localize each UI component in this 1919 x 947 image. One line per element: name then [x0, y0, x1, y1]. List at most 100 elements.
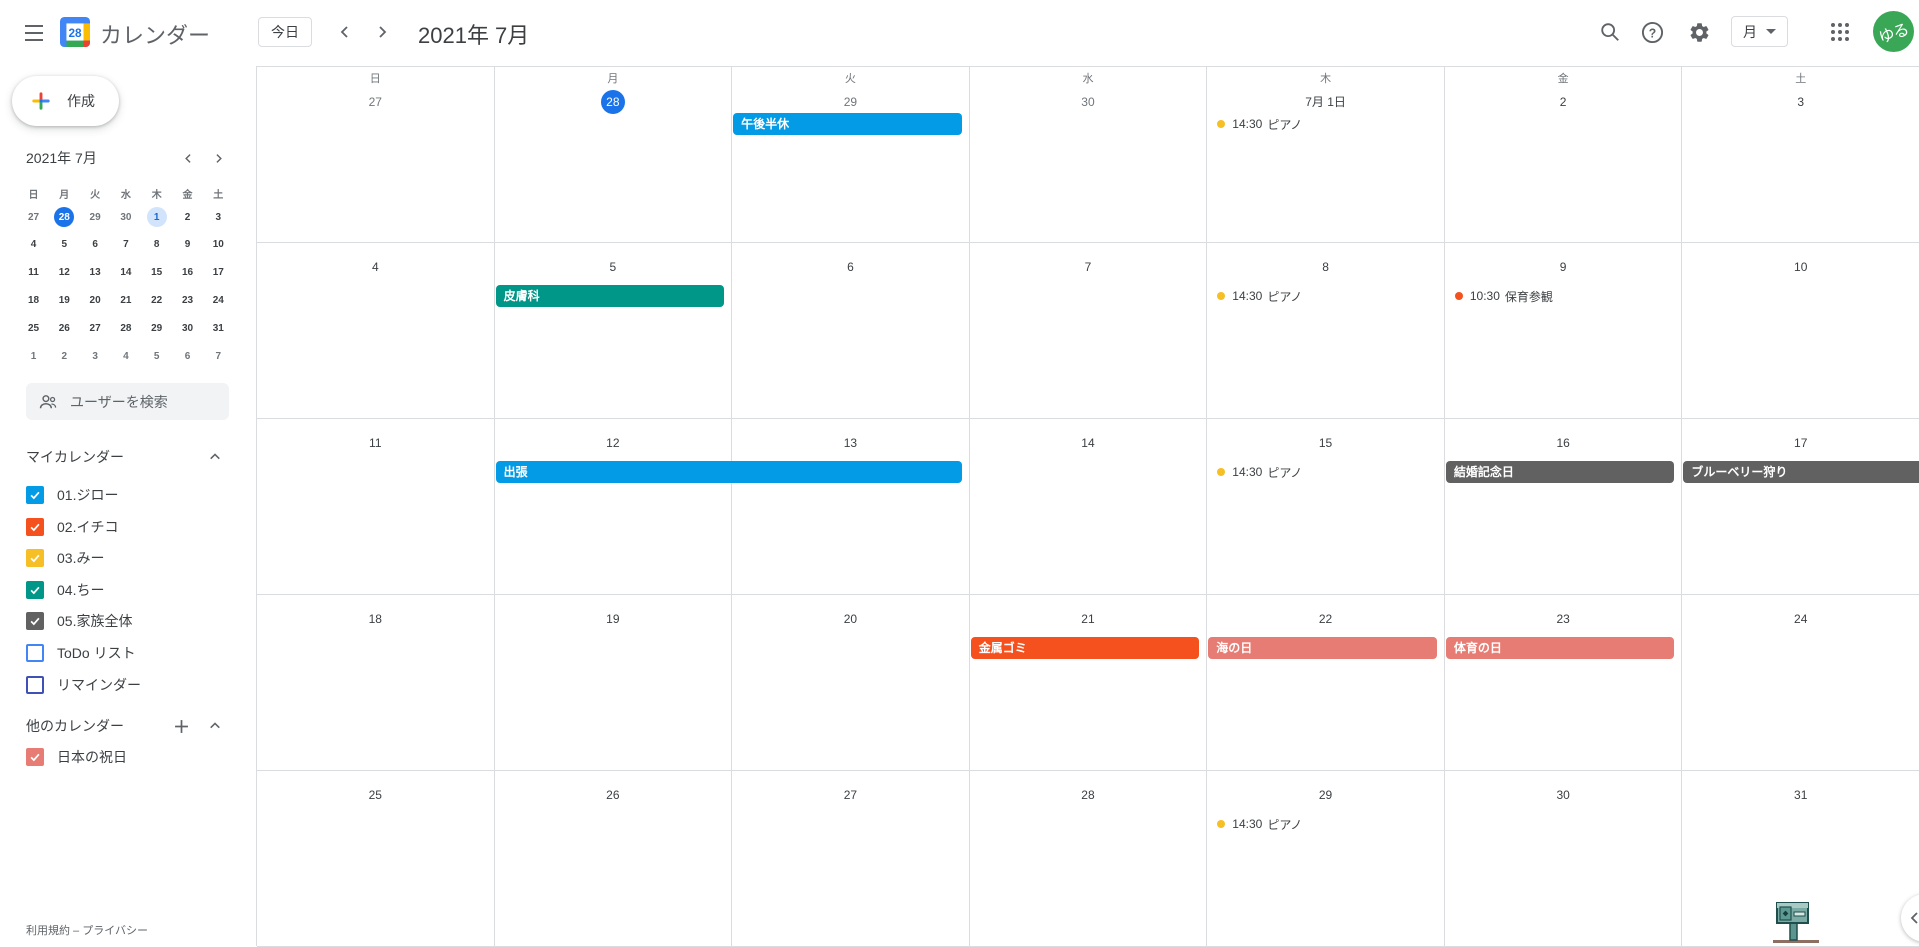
day-number[interactable]: 6 [847, 260, 854, 274]
mini-cal-day[interactable]: 12 [58, 267, 70, 279]
mini-cal-day[interactable]: 8 [153, 239, 160, 251]
mini-cal-day[interactable]: 27 [27, 211, 40, 223]
day-number[interactable]: 10 [1794, 260, 1808, 274]
next-month-icon[interactable] [370, 20, 394, 44]
day-cell[interactable]: 木 7月 1日 [1207, 67, 1445, 243]
checkbox-checked[interactable] [26, 580, 44, 599]
calendar-list-item[interactable]: 01.ジロー [14, 481, 244, 509]
mini-cal-day[interactable]: 30 [120, 211, 132, 223]
terms-privacy-links[interactable]: 利用規約 – プライバシー [26, 925, 149, 937]
search-users-input[interactable]: ユーザーを検索 [26, 383, 229, 420]
timed-event[interactable]: 14:30 ピアノ [1208, 285, 1437, 307]
mini-cal-day[interactable]: 19 [58, 294, 70, 306]
mini-cal-day[interactable]: 7 [215, 350, 222, 362]
my-calendars-collapse-icon[interactable] [204, 446, 226, 468]
calendar-list-item[interactable]: ToDo リスト [14, 639, 244, 667]
mini-cal-day[interactable]: 15 [151, 267, 163, 279]
day-number[interactable]: 12 [606, 436, 620, 450]
day-cell[interactable]: 4 [257, 243, 495, 419]
day-cell[interactable]: 19 [494, 595, 733, 771]
view-selector[interactable]: 月 [1731, 16, 1788, 47]
day-cell[interactable]: 10 [1682, 243, 1919, 419]
day-cell[interactable]: 22 [1207, 595, 1445, 771]
day-number[interactable]: 26 [606, 788, 620, 802]
day-number[interactable]: 20 [843, 612, 858, 626]
mini-cal-day[interactable]: 5 [153, 350, 160, 362]
event-bar[interactable]: ブルーベリー狩り [1683, 461, 1919, 483]
checkbox-checked[interactable] [26, 612, 44, 631]
event-bar[interactable]: 午後半休 [733, 113, 962, 135]
mini-cal-day[interactable]: 26 [58, 322, 70, 334]
mini-cal-day[interactable]: 24 [212, 294, 224, 306]
mini-cal-day[interactable]: 3 [215, 211, 222, 223]
day-cell[interactable]: 25 [257, 771, 495, 947]
day-cell[interactable]: 17 [1682, 419, 1919, 595]
day-cell[interactable]: 日 27 [257, 67, 495, 243]
mini-cal-day[interactable]: 29 [151, 322, 163, 334]
checkbox-checked[interactable] [26, 748, 44, 766]
day-cell[interactable]: 18 [257, 595, 495, 771]
today-badge[interactable]: 28 [600, 90, 625, 114]
mini-cal-day[interactable]: 2 [184, 211, 191, 223]
day-cell[interactable]: 8 [1207, 243, 1445, 419]
day-cell[interactable]: 7 [969, 243, 1208, 419]
event-bar[interactable]: 出張 [495, 461, 962, 483]
day-number[interactable]: 13 [843, 436, 858, 450]
mini-cal-day[interactable]: 6 [92, 239, 98, 251]
mini-cal-day[interactable]: 9 [184, 239, 191, 251]
calendar-list-item[interactable]: 日本の祝日 [14, 743, 244, 771]
day-number[interactable]: 31 [1794, 788, 1808, 802]
collapse-panel-button[interactable] [1901, 894, 1919, 942]
day-number[interactable]: 14 [1081, 436, 1095, 450]
day-cell[interactable]: 21 [969, 595, 1208, 771]
day-cell[interactable]: 24 [1682, 595, 1919, 771]
day-number[interactable]: 4 [371, 260, 379, 274]
settings-gear-icon[interactable] [1686, 19, 1712, 45]
day-number[interactable]: 27 [368, 95, 382, 109]
day-cell[interactable]: 27 [732, 771, 970, 947]
day-number[interactable]: 29 [1318, 788, 1333, 802]
day-number[interactable]: 30 [1556, 788, 1570, 802]
event-bar[interactable]: 金属ゴミ [970, 637, 1200, 659]
mini-cal-day[interactable]: 22 [151, 294, 163, 306]
event-bar[interactable]: 体育の日 [1445, 637, 1675, 659]
day-number[interactable]: 7 [1084, 260, 1092, 274]
event-bar[interactable]: 皮膚科 [495, 285, 725, 307]
mini-cal-day[interactable]: 4 [123, 350, 129, 362]
day-number[interactable]: 22 [1318, 612, 1333, 626]
calendar-list-item[interactable]: 03.みー [14, 544, 244, 572]
calendar-list-item[interactable]: リマインダー [14, 671, 244, 699]
checkbox-unchecked[interactable] [26, 675, 44, 694]
day-cell[interactable]: 26 [494, 771, 733, 947]
day-number[interactable]: 24 [1794, 612, 1808, 626]
mini-cal-day[interactable]: 2 [61, 350, 68, 362]
mini-cal-day[interactable]: 4 [30, 239, 37, 251]
day-cell[interactable]: 14 [969, 419, 1208, 595]
mini-cal-day[interactable]: 7 [123, 239, 129, 251]
day-cell[interactable]: 13 [732, 419, 970, 595]
day-number[interactable]: 28 [495, 90, 732, 114]
day-number[interactable]: 3 [1797, 95, 1805, 109]
mini-cal-day[interactable]: 16 [181, 267, 194, 279]
day-number[interactable]: 17 [1794, 436, 1808, 450]
day-cell[interactable]: 水 30 [969, 67, 1208, 243]
mini-cal-day[interactable]: 30 [181, 322, 194, 334]
checkbox-unchecked[interactable] [26, 644, 44, 662]
mini-cal-day[interactable]: 27 [89, 322, 101, 334]
event-bar[interactable]: 海の日 [1208, 637, 1437, 659]
day-number[interactable]: 25 [368, 788, 382, 802]
mini-cal-day[interactable]: 23 [181, 294, 194, 306]
day-cell[interactable]: 30 [1444, 771, 1683, 947]
day-number[interactable]: 5 [609, 260, 617, 274]
mini-cal-day[interactable]: 28 [49, 207, 80, 227]
help-icon[interactable]: ? [1639, 19, 1665, 45]
timed-event[interactable]: 14:30 ピアノ [1208, 813, 1437, 835]
calendar-list-item[interactable]: 04.ちー [14, 576, 244, 604]
mini-cal-day[interactable]: 5 [61, 239, 68, 251]
timed-event[interactable]: 10:30 保育参観 [1446, 285, 1675, 307]
other-calendars-collapse-icon[interactable] [204, 715, 226, 737]
checkbox-checked[interactable] [26, 517, 44, 536]
mini-calendar-next-icon[interactable] [208, 148, 228, 168]
day-number[interactable]: 23 [1556, 612, 1570, 626]
